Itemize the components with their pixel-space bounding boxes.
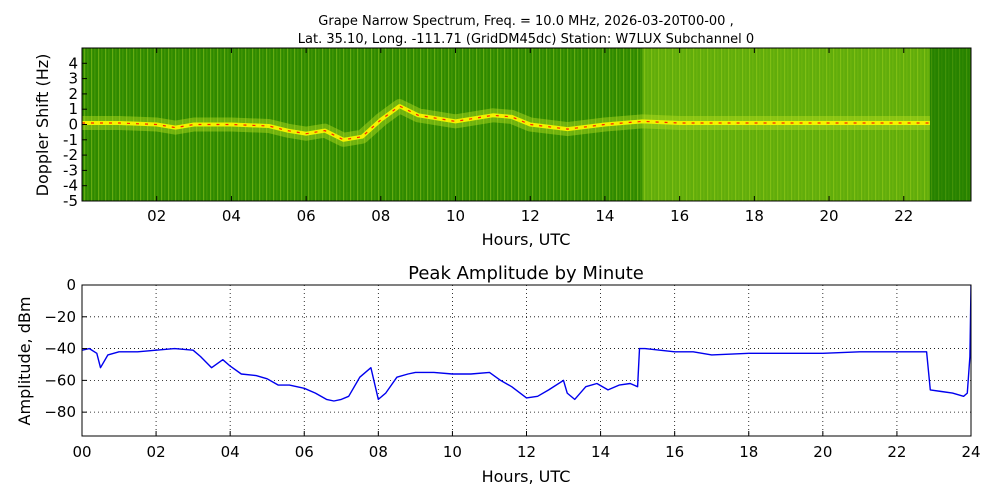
amplitude-x-tick-label: 02 bbox=[147, 443, 166, 461]
amplitude-x-tick-label: 14 bbox=[591, 443, 610, 461]
amplitude-line bbox=[82, 285, 971, 402]
amplitude-x-tick-label: 20 bbox=[813, 443, 832, 461]
amplitude-y-tick-label: −40 bbox=[44, 340, 76, 358]
spectrum-dark-band bbox=[929, 48, 971, 201]
amplitude-x-tick-label: 04 bbox=[221, 443, 240, 461]
spectrum-x-ticks: 02 04 06 08 10 12 14 16 18 20 22 bbox=[147, 48, 913, 225]
spectrum-y-tick-label: 4 bbox=[68, 54, 78, 72]
amplitude-plot bbox=[82, 285, 971, 402]
amplitude-x-tick-label: 22 bbox=[887, 443, 906, 461]
spectrum-x-tick-label: 20 bbox=[820, 207, 839, 225]
amplitude-y-ticks: 0 −20 −40 −60 −80 bbox=[44, 276, 87, 421]
spectrum-x-tick-label: 14 bbox=[595, 207, 614, 225]
amplitude-grid bbox=[81, 284, 972, 436]
amplitude-x-tick-label: 18 bbox=[739, 443, 758, 461]
spectrum-title-line2: Lat. 35.10, Long. -111.71 (GridDM45dc) S… bbox=[298, 32, 754, 47]
spectrum-x-label: Hours, UTC bbox=[482, 230, 571, 249]
spectrum-y-tick-label: -2 bbox=[63, 146, 78, 164]
amplitude-y-tick-label: 0 bbox=[66, 276, 76, 294]
spectrum-x-tick-label: 10 bbox=[446, 207, 465, 225]
amplitude-y-tick-label: −80 bbox=[44, 403, 76, 421]
spectrum-y-tick-label: 0 bbox=[68, 116, 78, 134]
amplitude-y-tick-label: −60 bbox=[44, 371, 76, 389]
amplitude-x-tick-label: 12 bbox=[517, 443, 536, 461]
spectrum-y-tick-label: 1 bbox=[68, 100, 78, 118]
spectrum-x-tick-label: 12 bbox=[521, 207, 540, 225]
amplitude-y-tick-label: −20 bbox=[44, 308, 76, 326]
spectrum-plot bbox=[82, 48, 971, 201]
spectrum-x-tick-label: 18 bbox=[745, 207, 764, 225]
spectrum-x-tick-label: 16 bbox=[670, 207, 689, 225]
spectrum-y-tick-label: 2 bbox=[68, 85, 78, 103]
amplitude-x-tick-label: 10 bbox=[443, 443, 462, 461]
spectrum-x-tick-label: 22 bbox=[894, 207, 913, 225]
amplitude-x-label: Hours, UTC bbox=[482, 467, 571, 486]
spectrum-x-tick-label: 04 bbox=[222, 207, 241, 225]
spectrum-y-tick-label: -3 bbox=[63, 161, 78, 179]
amplitude-x-tick-label: 24 bbox=[961, 443, 980, 461]
spectrum-y-tick-label: -4 bbox=[63, 177, 78, 195]
amplitude-x-ticks: 00 02 04 06 08 10 12 14 16 18 20 22 24 bbox=[72, 431, 981, 461]
spectrum-title-line1: Grape Narrow Spectrum, Freq. = 10.0 MHz,… bbox=[318, 14, 733, 29]
amplitude-y-label: Amplitude, dBm bbox=[15, 297, 34, 426]
spectrum-y-tick-label: -1 bbox=[63, 131, 78, 149]
amplitude-x-tick-label: 06 bbox=[295, 443, 314, 461]
amplitude-x-tick-label: 16 bbox=[665, 443, 684, 461]
amplitude-title: Peak Amplitude by Minute bbox=[408, 263, 644, 284]
spectrum-y-tick-label: -5 bbox=[63, 192, 78, 210]
spectrum-y-label: Doppler Shift (Hz) bbox=[33, 54, 52, 197]
spectrum-x-tick-label: 02 bbox=[147, 207, 166, 225]
amplitude-x-tick-label: 08 bbox=[369, 443, 388, 461]
doppler-trace-peak bbox=[82, 105, 930, 141]
amplitude-x-tick-label: 00 bbox=[72, 443, 91, 461]
spectrum-x-tick-label: 06 bbox=[297, 207, 316, 225]
spectrum-y-tick-label: 3 bbox=[68, 70, 78, 88]
spectrum-x-tick-label: 08 bbox=[371, 207, 390, 225]
